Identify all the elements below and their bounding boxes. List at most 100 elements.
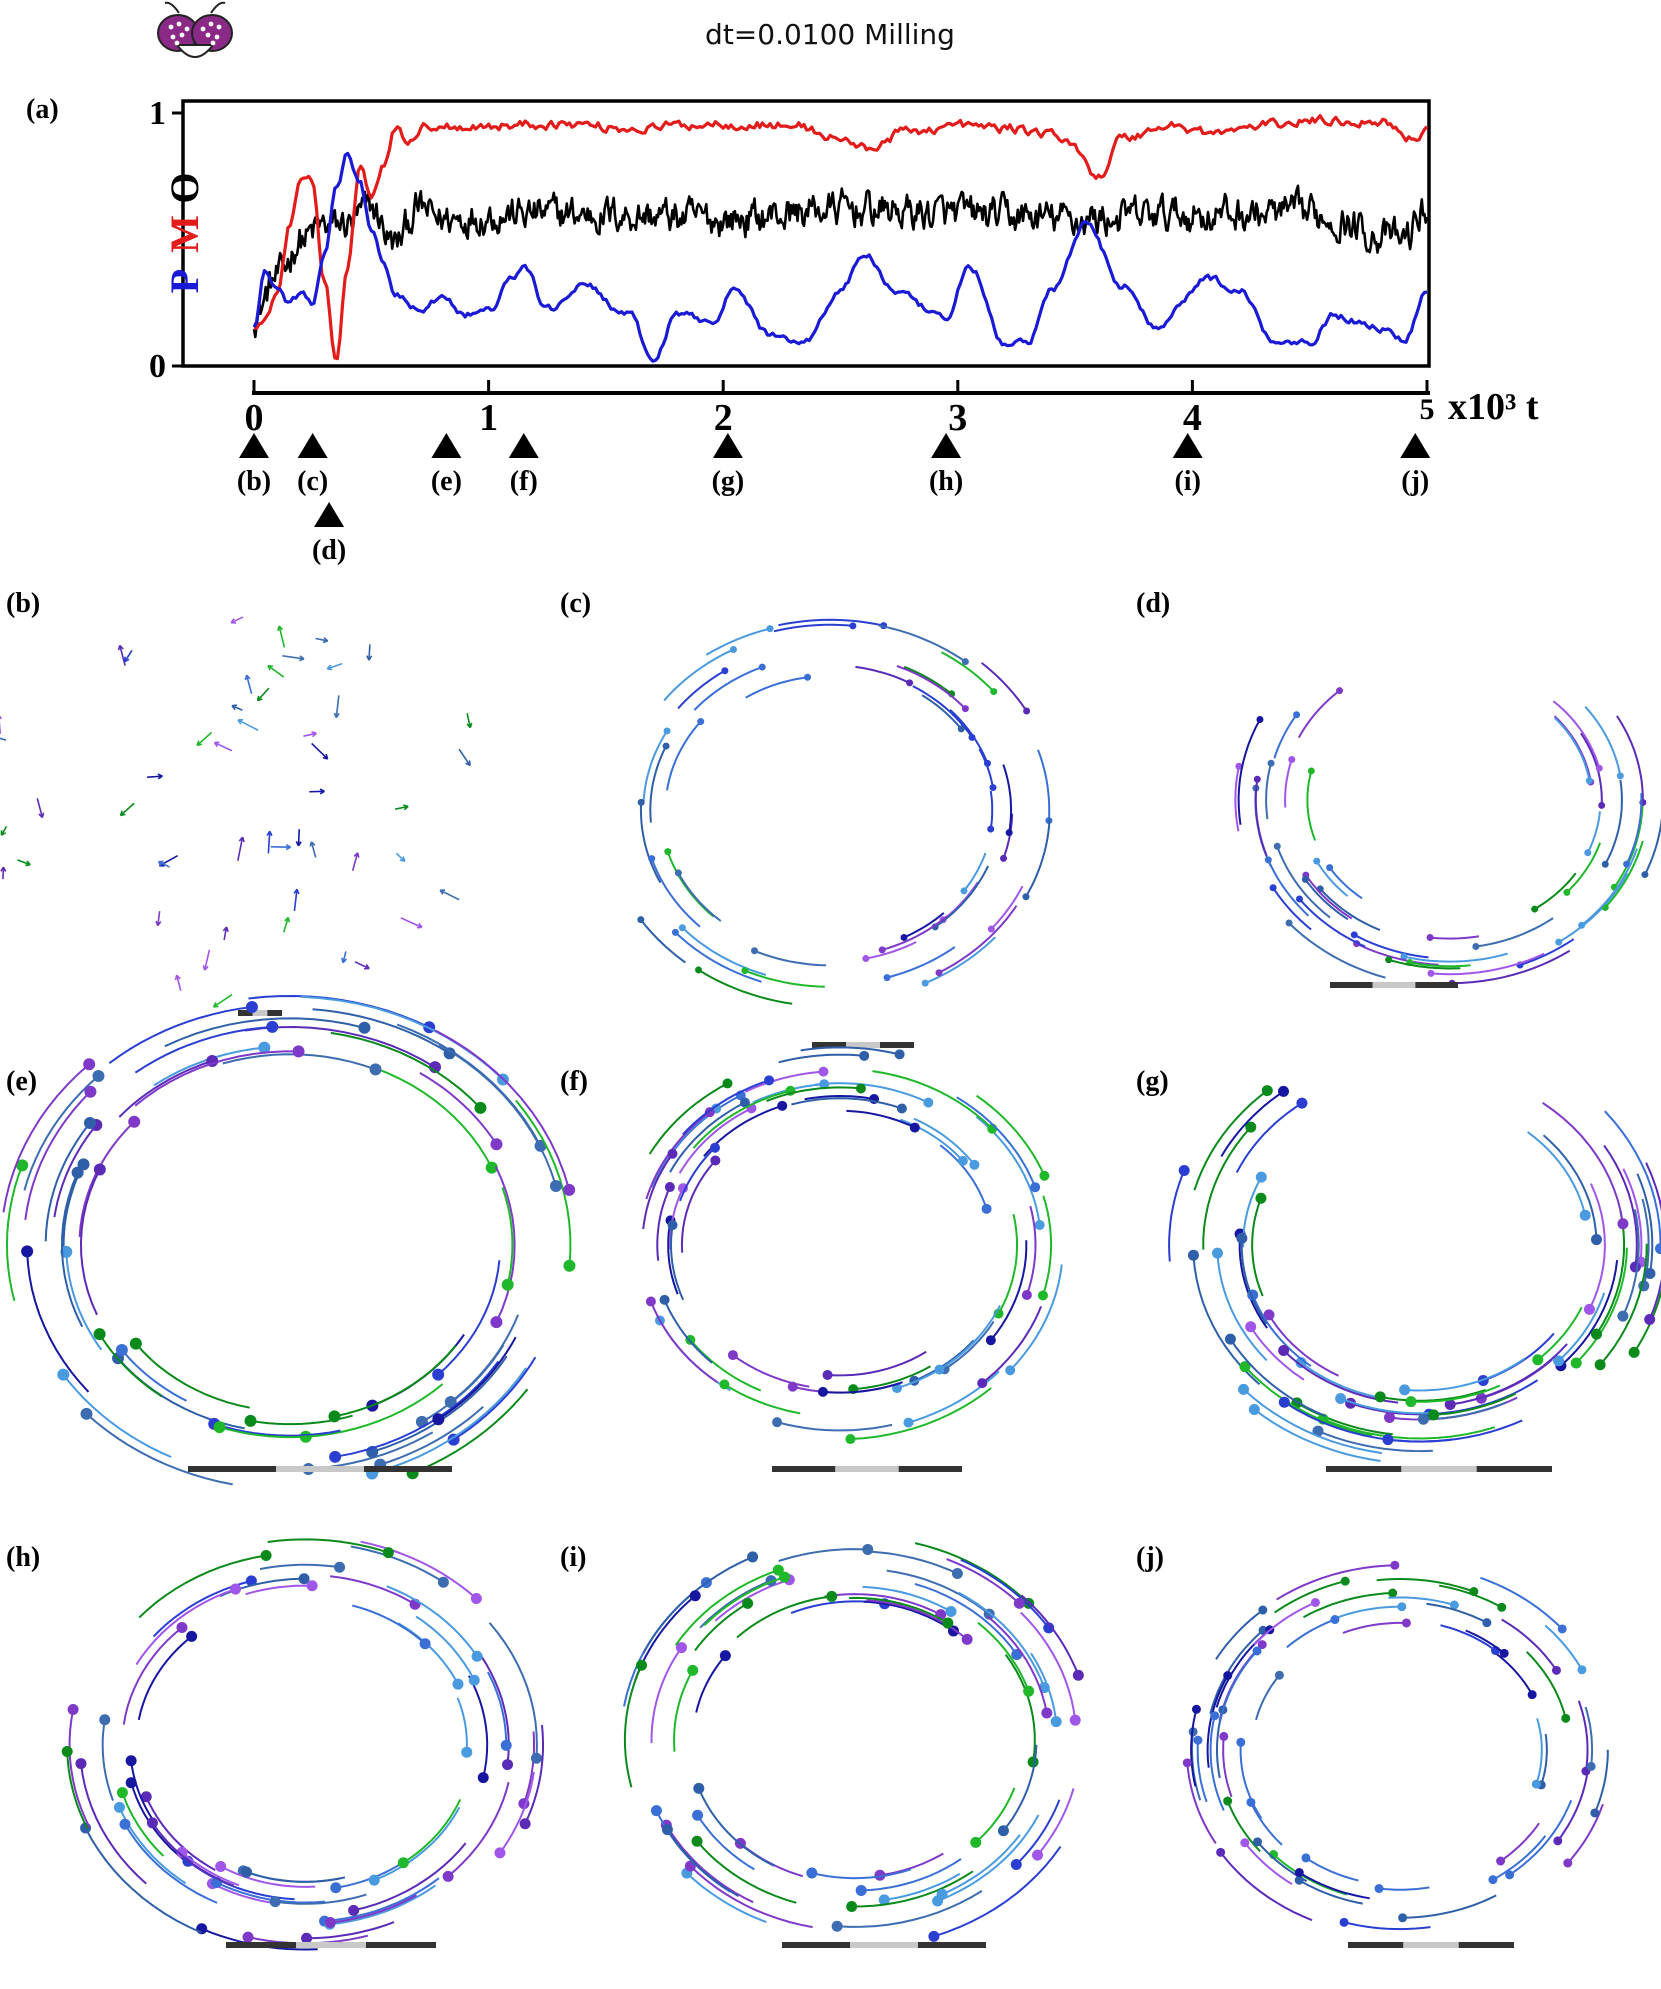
agent-track <box>522 1731 535 1804</box>
agent-track <box>329 1884 436 1926</box>
agent-dot <box>213 1421 226 1434</box>
agent-dot <box>470 1593 482 1605</box>
agent-head <box>174 974 181 981</box>
agent-track <box>1480 1576 1563 1630</box>
agent-track <box>203 949 211 971</box>
agent-track <box>1593 1749 1609 1814</box>
agent-dot <box>116 1787 128 1799</box>
agent-track <box>23 1075 100 1191</box>
agent-dot <box>817 1386 828 1397</box>
agent-dot <box>1210 1711 1220 1721</box>
agent-track <box>682 1079 770 1136</box>
agent-track <box>158 860 170 868</box>
agent-head <box>0 866 7 872</box>
agent-track <box>1586 811 1601 854</box>
time-marker-label: (h) <box>929 466 963 497</box>
agent-track <box>108 1006 253 1065</box>
agent-track <box>402 1798 462 1864</box>
scale-bar-segment <box>1372 982 1416 988</box>
agent-dot <box>241 1866 253 1878</box>
agent-track <box>62 1373 172 1458</box>
x-tick-label: 5 <box>1420 393 1435 426</box>
agent-head <box>285 843 291 851</box>
agent-head <box>341 957 348 964</box>
agent-dot <box>1398 1913 1408 1923</box>
agent-track <box>822 1381 903 1394</box>
agent-dot <box>694 966 702 974</box>
agent-track <box>237 719 259 731</box>
snapshot-g <box>1168 1085 1661 1472</box>
agent-dot <box>662 742 670 750</box>
agent-track <box>267 831 271 854</box>
agent-track <box>1333 1605 1402 1620</box>
agent-track <box>1409 961 1471 968</box>
agent-track <box>1216 1253 1268 1362</box>
agent-dot <box>1499 1648 1509 1658</box>
agent-dot <box>883 974 891 982</box>
agent-dot <box>945 1606 957 1618</box>
agent-track <box>669 1224 685 1301</box>
agent-track <box>941 651 995 693</box>
agent-track <box>60 1172 84 1328</box>
agent-track <box>368 644 371 661</box>
agent-track <box>124 649 133 663</box>
agent-dot <box>1472 943 1480 951</box>
agent-dot <box>215 1860 227 1872</box>
agent-dot <box>176 1621 188 1633</box>
scale-bar-segment <box>276 1466 364 1472</box>
agent-dot <box>1294 1868 1304 1878</box>
agent-track <box>135 1588 236 1666</box>
agent-track <box>1284 759 1293 808</box>
agent-track <box>958 1591 1046 1688</box>
agent-dot <box>115 1343 128 1356</box>
agent-track <box>1525 1651 1567 1719</box>
scale-bar-segment <box>880 1042 914 1048</box>
agent-track <box>1433 1392 1516 1416</box>
agent-dot <box>330 1882 342 1894</box>
agent-dot <box>1390 1560 1400 1570</box>
agent-dot <box>693 1782 705 1794</box>
y-label-p: P <box>162 269 207 293</box>
agent-dot <box>1623 860 1631 868</box>
agent-dot <box>934 1364 945 1375</box>
scale-bar-segment <box>898 1466 962 1472</box>
agent-head <box>322 753 329 760</box>
agent-track <box>1251 1294 1312 1367</box>
agent-dot <box>1295 895 1303 903</box>
agent-dot <box>1313 857 1321 865</box>
agent-track <box>1249 1326 1305 1381</box>
agent-track <box>674 1569 779 1646</box>
agent-track <box>334 1360 500 1458</box>
agent-track <box>135 1342 251 1409</box>
agent-track <box>134 1025 273 1074</box>
agent-track <box>1002 1744 1038 1832</box>
agent-dot <box>1397 1602 1407 1612</box>
agent-dot <box>324 1917 336 1929</box>
agent-track <box>456 1697 468 1753</box>
agent-track <box>1599 1243 1648 1366</box>
agent-track <box>488 1622 538 1759</box>
agent-dot <box>1041 1707 1053 1719</box>
agent-track <box>1544 1624 1583 1671</box>
agent-track <box>373 1806 461 1882</box>
agent-track <box>1643 817 1661 876</box>
agent-track <box>623 1664 643 1788</box>
agent-dot <box>196 1923 208 1935</box>
agent-track <box>827 1350 927 1377</box>
agent-track <box>942 881 979 921</box>
agent-track <box>653 1094 742 1185</box>
agent-dot <box>1563 888 1571 896</box>
agent-track <box>863 1600 955 1632</box>
agent-track <box>0 737 7 741</box>
agent-head <box>364 963 370 970</box>
agent-track <box>1537 1306 1583 1361</box>
agent-dot <box>1629 1261 1641 1273</box>
agent-head <box>465 760 471 767</box>
agent-track <box>1556 1774 1589 1842</box>
agent-track <box>723 1383 801 1415</box>
agent-dot <box>779 1571 791 1583</box>
agent-track <box>1215 1609 1264 1660</box>
time-marker-label: (e) <box>431 466 462 497</box>
y-label-m: M <box>162 215 207 253</box>
agent-track <box>696 1814 755 1871</box>
